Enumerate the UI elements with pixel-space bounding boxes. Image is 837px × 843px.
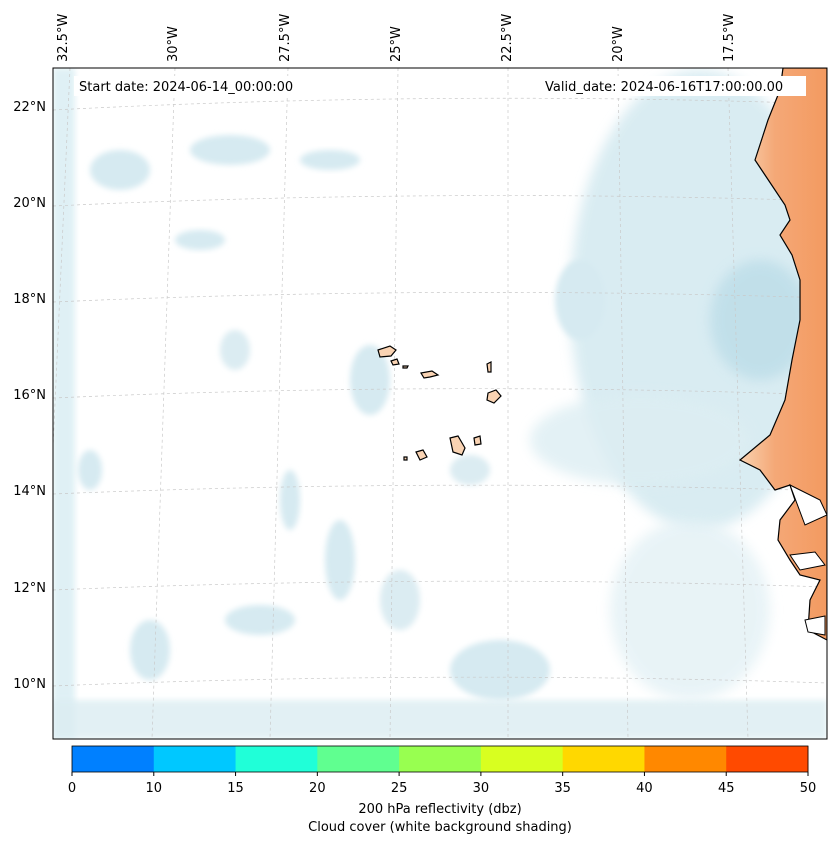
colorbar-segment [480, 746, 564, 772]
colorbar-tick-label: 20 [309, 781, 326, 796]
lat-label: 16°N [13, 388, 46, 403]
map-frame [52, 67, 828, 740]
start-date-text: Start date: 2024-06-14_00:00:00 [79, 80, 293, 95]
lon-label: 17.5°W [722, 14, 737, 62]
cloud-shading [53, 68, 827, 739]
colorbar-frame [71, 745, 809, 773]
lat-label: 22°N [13, 100, 46, 115]
colorbar-tick-label: 15 [227, 781, 244, 796]
colorbar-segment [153, 746, 237, 772]
lat-label: 18°N [13, 292, 46, 307]
valid-date-text: Valid_date: 2024-06-16T17:00:00.00 [545, 80, 783, 95]
lon-label: 30°W [166, 26, 181, 62]
lat-label: 14°N [13, 484, 46, 499]
colorbar-label-1: 200 hPa reflectivity (dbz) [358, 802, 521, 817]
colorbar-tick-label: 25 [391, 781, 408, 796]
colorbar-tick-label: 10 [146, 781, 163, 796]
cape-verde-islands [377, 345, 502, 461]
colorbar-segment [562, 746, 645, 772]
latitude-labels: 22°N 20°N 18°N 16°N 14°N 12°N 10°N [13, 100, 46, 692]
colorbar: 0 10 15 20 25 30 35 40 45 50 [68, 745, 817, 796]
colorbar-tick-label: 30 [473, 781, 490, 796]
colorbar-tick-label: 40 [636, 781, 653, 796]
valid-date-box [540, 76, 806, 96]
lat-label: 20°N [13, 196, 46, 211]
lon-label: 20°W [611, 26, 626, 62]
start-date-box [74, 76, 314, 96]
colorbar-segment [235, 746, 318, 772]
colorbar-segment [399, 746, 482, 772]
lat-label: 12°N [13, 581, 46, 596]
lat-label: 10°N [13, 677, 46, 692]
gridlines [53, 68, 827, 739]
colorbar-tick-label: 35 [554, 781, 571, 796]
lon-label: 32.5°W [56, 14, 71, 62]
lon-label: 25°W [389, 26, 404, 62]
colorbar-tick-label: 0 [68, 781, 76, 796]
colorbar-segment [72, 746, 155, 772]
colorbar-tick-label: 45 [718, 781, 735, 796]
colorbar-label-2: Cloud cover (white background shading) [308, 820, 572, 835]
colorbar-tick-label: 50 [800, 781, 817, 796]
lon-label: 27.5°W [278, 14, 293, 62]
lon-label: 22.5°W [500, 14, 515, 62]
colorbar-segment [726, 746, 809, 772]
longitude-labels: 32.5°W 30°W 27.5°W 25°W 22.5°W 20°W 17.5… [56, 14, 737, 62]
colorbar-segment [644, 746, 727, 772]
colorbar-segment [317, 746, 400, 772]
